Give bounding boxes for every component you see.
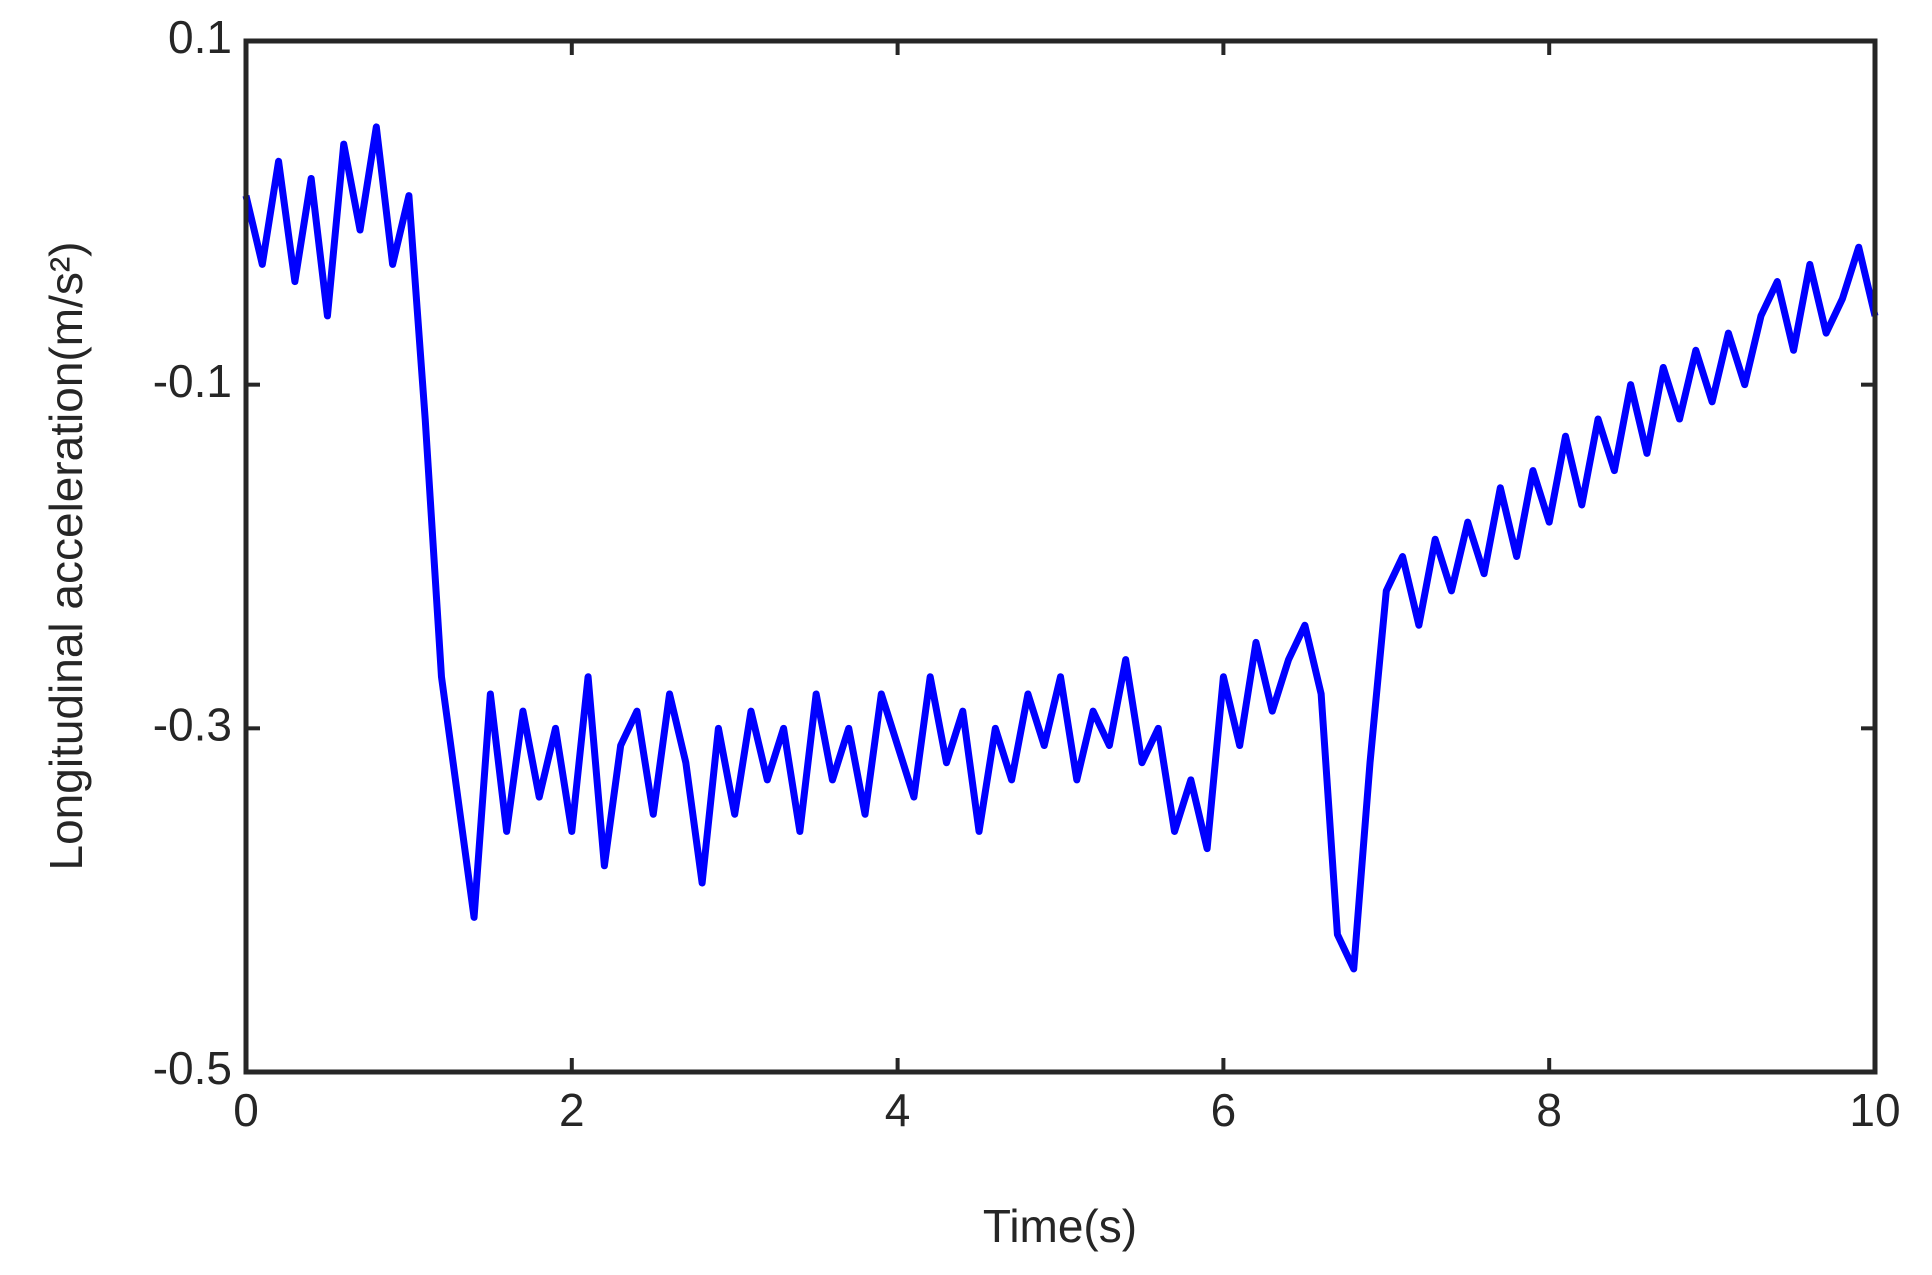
y-axis-label: Longitudinal acceleration(m/s²) <box>40 242 92 871</box>
x-tick-label: 4 <box>885 1084 911 1136</box>
x-tick-label: 8 <box>1536 1084 1562 1136</box>
y-tick-label: -0.1 <box>153 355 232 407</box>
x-tick-label: 0 <box>233 1084 259 1136</box>
y-tick-label: -0.5 <box>153 1042 232 1094</box>
x-axis-label: Time(s) <box>983 1200 1137 1252</box>
plot-frame <box>243 38 1878 1075</box>
data-line <box>242 123 1879 973</box>
x-tick-label: 2 <box>559 1084 585 1136</box>
x-tick-label: 6 <box>1211 1084 1237 1136</box>
y-tick-label: -0.3 <box>153 698 232 750</box>
x-tick-label: 10 <box>1849 1084 1900 1136</box>
y-tick-label: 0.1 <box>168 11 232 63</box>
